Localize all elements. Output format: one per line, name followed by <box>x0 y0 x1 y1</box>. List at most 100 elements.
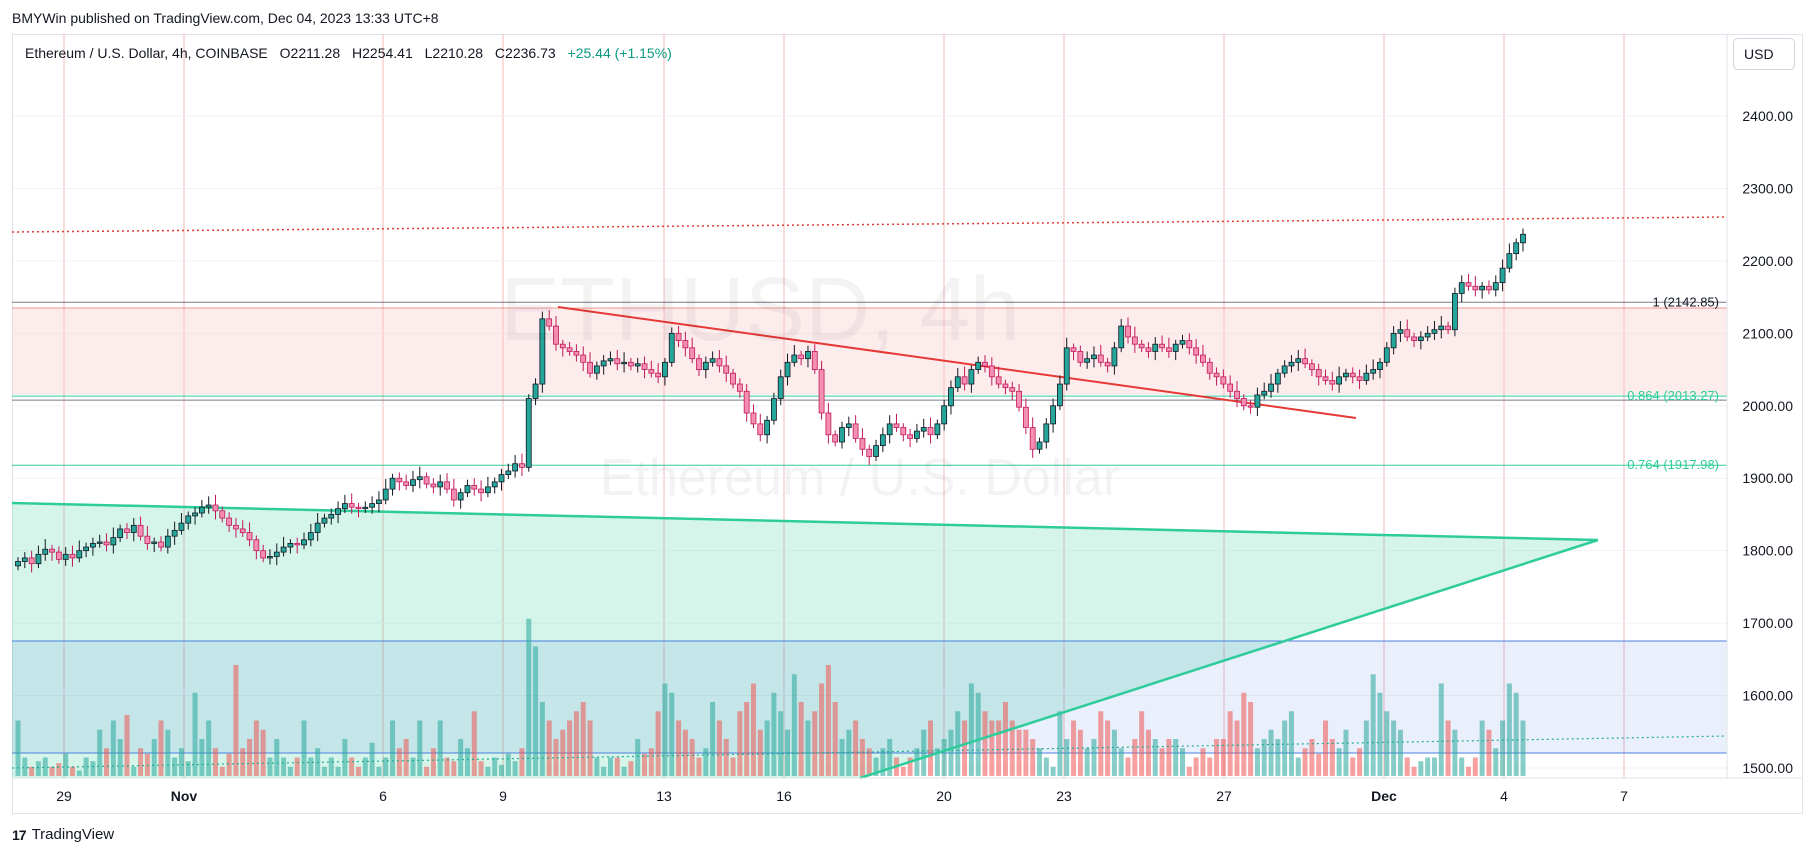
volume-bar <box>104 748 110 776</box>
volume-bar <box>941 739 947 776</box>
volume-bar <box>689 739 695 776</box>
volume-bar <box>907 757 913 776</box>
candle-body <box>900 427 907 436</box>
volume-bar <box>1316 753 1322 776</box>
y-tick-label: 1800.00 <box>1742 543 1793 559</box>
candle-body <box>21 557 28 562</box>
volume-bar <box>212 748 218 776</box>
volume-bar <box>76 770 82 776</box>
volume-bar <box>1472 757 1478 776</box>
volume-bar <box>955 711 961 776</box>
volume-bar <box>1513 692 1519 776</box>
candle-body <box>811 351 818 370</box>
volume-bar <box>539 702 545 776</box>
volume-bar <box>458 739 464 776</box>
candle-body <box>709 358 716 363</box>
tradingview-logo-icon: 17 <box>12 826 27 843</box>
volume-bar <box>703 748 709 776</box>
symbol-legend: Ethereum / U.S. Dollar, 4h, COINBASE O22… <box>25 45 680 61</box>
volume-bar <box>294 757 300 776</box>
volume-bar <box>1411 766 1417 776</box>
volume-bar <box>430 748 436 776</box>
volume-bar <box>42 757 48 776</box>
volume-bar <box>369 742 375 776</box>
x-tick-label: 23 <box>1056 788 1072 804</box>
candle-body <box>1227 383 1234 392</box>
volume-bar <box>839 739 845 776</box>
volume-bar <box>887 739 893 776</box>
candle-body <box>178 522 185 531</box>
volume-bar <box>110 720 116 776</box>
volume-bar <box>219 766 225 776</box>
volume-bar <box>982 711 988 776</box>
footer-brand: TradingView <box>31 826 115 843</box>
volume-bar <box>301 720 307 776</box>
candle-body <box>852 423 859 439</box>
candle-body <box>893 423 900 428</box>
candle-body <box>1377 361 1383 370</box>
volume-bar <box>1200 748 1206 776</box>
volume-bar <box>253 720 259 776</box>
candle-body <box>1043 423 1050 443</box>
volume-bar <box>1377 692 1383 776</box>
candle-body <box>743 390 750 414</box>
blue-zone <box>12 641 1727 753</box>
volume-bar <box>642 753 648 776</box>
volume-bar <box>233 665 239 776</box>
volume-bar <box>1370 674 1376 776</box>
candle-body <box>273 551 280 557</box>
volume-bar <box>648 748 654 776</box>
candle-body <box>341 503 348 510</box>
volume-bar <box>56 763 62 776</box>
candle-body <box>1315 369 1322 378</box>
candle-body <box>1200 354 1206 363</box>
volume-bar <box>97 729 103 776</box>
candle-body <box>1417 336 1424 341</box>
volume-bar <box>1493 748 1499 776</box>
volume-bar <box>117 739 123 776</box>
volume-bar <box>996 720 1002 776</box>
candle-body <box>430 483 437 488</box>
x-tick-label: Nov <box>171 788 198 804</box>
candle-body <box>1458 282 1465 294</box>
candle-body <box>1506 253 1513 269</box>
volume-bar <box>1139 711 1145 776</box>
volume-bar <box>1064 739 1070 776</box>
candle-body <box>35 553 42 565</box>
legend-high: H2254.41 <box>352 45 413 61</box>
candle-body <box>784 361 791 378</box>
candle-body <box>1220 376 1227 385</box>
candle-body <box>1050 405 1057 425</box>
volume-bar <box>349 757 355 776</box>
volume-bar <box>1111 729 1117 776</box>
candle-body <box>1343 372 1349 378</box>
volume-bar <box>580 702 586 776</box>
candle-body <box>1295 358 1302 363</box>
watermark-name: Ethereum / U.S. Dollar <box>600 449 1120 507</box>
volume-bar <box>158 720 164 776</box>
currency-button[interactable]: USD <box>1733 38 1795 70</box>
volume-bar <box>451 761 457 776</box>
volume-bar <box>1363 720 1369 776</box>
legend-symbol: Ethereum / U.S. Dollar, 4h, COINBASE <box>25 45 268 61</box>
volume-bar <box>614 757 620 776</box>
volume-bar <box>1105 720 1111 776</box>
legend-close: C2236.73 <box>494 45 556 61</box>
candle-body <box>914 430 920 439</box>
candle-body <box>219 510 226 519</box>
candle-body <box>1152 343 1159 352</box>
candle-body <box>920 427 927 432</box>
candle-body <box>444 481 450 490</box>
candle-body <box>103 541 110 546</box>
x-tick-label: 13 <box>656 788 672 804</box>
candle-body <box>1363 372 1370 381</box>
candle-body <box>1111 347 1118 367</box>
candle-body <box>90 543 96 548</box>
volume-bar <box>750 683 756 776</box>
volume-bar <box>1050 766 1056 776</box>
volume-bar <box>1118 748 1124 776</box>
candle-body <box>1138 343 1145 349</box>
volume-bar <box>975 692 981 776</box>
volume-bar <box>1186 766 1192 776</box>
